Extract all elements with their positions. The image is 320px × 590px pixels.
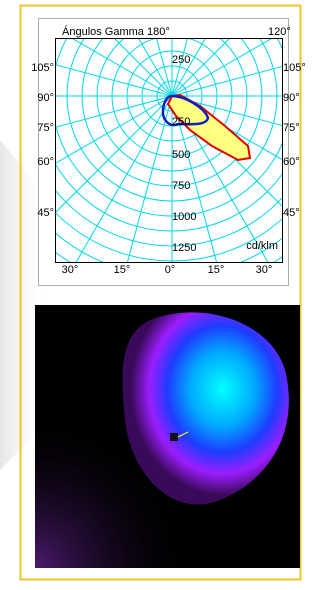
curve-c0: [161, 94, 210, 127]
plot-border: [55, 38, 283, 263]
radial-label: 1000: [172, 211, 196, 223]
frame: [19, 4, 302, 581]
radial-label: 1250: [172, 242, 196, 254]
title: Ángulos Gamma 180°: [62, 25, 170, 38]
left-angle: 90°: [37, 92, 54, 104]
grid-spoke: [171, 38, 207, 97]
radial-label: 250: [172, 116, 190, 128]
right-angle: 60°: [283, 156, 300, 168]
grid-spoke: [171, 66, 282, 97]
bottom-angle: 0°: [165, 264, 176, 276]
right-angle: 45°: [283, 207, 300, 219]
luminaire-icon: [170, 433, 178, 441]
labels: Ángulos Gamma 180° 120° 105° 105° 90° 90° 75° 7…: [31, 25, 306, 276]
grid-spoke: [171, 95, 269, 262]
radial-label: 250: [172, 54, 190, 66]
grid-spoke: [155, 38, 173, 97]
grid-spoke: [127, 95, 173, 262]
luminaire-ray: [177, 431, 189, 438]
bottom-angle: 15°: [208, 264, 225, 276]
grid-spoke: [171, 95, 282, 126]
bottom-angle: 30°: [62, 264, 79, 276]
grid-spoke: [70, 38, 173, 97]
radial-label: 750: [172, 180, 190, 192]
curves: [161, 93, 252, 162]
right-angle: 90°: [283, 92, 300, 104]
grid-spoke: [171, 95, 217, 262]
grid-spoke: [171, 38, 274, 97]
grid-spoke: [113, 38, 173, 97]
grid-spoke: [171, 38, 231, 97]
unit: cd/klm: [246, 240, 278, 252]
bottom-angle: 15°: [114, 264, 131, 276]
left-angle: 60°: [37, 156, 54, 168]
left-angle: 75°: [37, 122, 54, 134]
bottom-angle: 30°: [256, 264, 273, 276]
luminance-blob: [122, 312, 289, 505]
radial-label: 500: [172, 149, 190, 161]
grid-spoke: [55, 95, 173, 214]
grid-spoke: [137, 38, 173, 97]
left-angle: 105°: [31, 62, 54, 74]
grid-spoke: [55, 64, 173, 97]
polar-grid: [55, 38, 282, 262]
grid-spoke: [75, 95, 173, 262]
right-angle: 75°: [283, 122, 300, 134]
left-angle: 45°: [37, 207, 54, 219]
grid-spoke: [171, 38, 189, 97]
grid-spoke: [55, 95, 173, 165]
right-angle: 105°: [283, 62, 306, 74]
grid-spoke: [55, 95, 173, 128]
top-right-angle: 120°: [268, 26, 291, 38]
